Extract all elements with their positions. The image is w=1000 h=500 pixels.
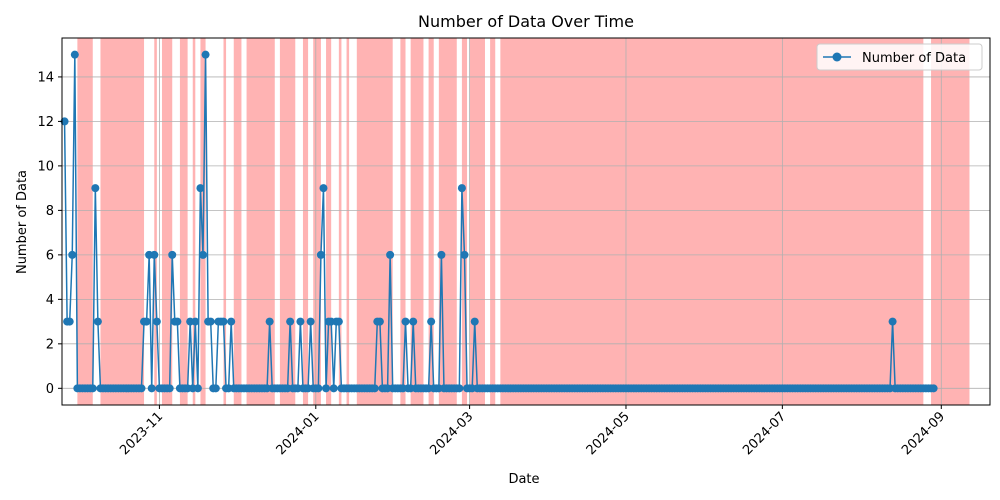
data-point <box>375 317 384 326</box>
data-point <box>322 384 331 393</box>
plot-frame <box>61 37 991 406</box>
shaded-range <box>313 38 321 405</box>
data-point <box>193 384 202 393</box>
data-point <box>137 384 146 393</box>
data-point <box>888 317 897 326</box>
data-point <box>150 250 159 259</box>
data-point <box>427 317 436 326</box>
data-point <box>196 184 205 193</box>
data-point <box>68 250 77 259</box>
data-point <box>173 317 182 326</box>
data-point <box>142 317 151 326</box>
shaded-range <box>326 38 332 405</box>
data-point <box>409 317 418 326</box>
y-tick-label: 12 <box>37 115 54 130</box>
y-tick-label: 4 <box>46 293 54 308</box>
data-point <box>191 317 200 326</box>
y-tick-label: 8 <box>46 204 54 219</box>
legend-box <box>816 43 983 71</box>
data-point <box>306 317 315 326</box>
data-point <box>93 317 102 326</box>
shaded-range <box>428 38 434 405</box>
shaded-range <box>356 38 393 405</box>
data-point <box>314 384 323 393</box>
shaded-range <box>338 38 342 405</box>
chart-title: Number of Data Over Time <box>418 12 634 31</box>
shaded-range <box>77 38 93 405</box>
x-axis-label: Date <box>508 472 539 487</box>
y-tick-label: 0 <box>46 382 54 397</box>
shaded-range <box>410 38 424 405</box>
data-point <box>296 317 305 326</box>
shaded-range <box>461 38 468 405</box>
data-point <box>198 250 207 259</box>
shaded-range <box>192 38 196 405</box>
shaded-range <box>223 38 227 405</box>
data-point <box>211 384 220 393</box>
shaded-range <box>279 38 296 405</box>
legend-label: Number of Data <box>862 51 966 66</box>
shaded-range <box>931 38 970 405</box>
data-point <box>470 317 479 326</box>
shaded-range <box>154 38 157 405</box>
shaded-range <box>500 38 924 405</box>
legend: Number of Data <box>816 43 983 71</box>
data-point <box>227 317 236 326</box>
data-point <box>316 250 325 259</box>
data-point <box>286 317 295 326</box>
y-tick-label: 14 <box>37 70 54 85</box>
data-point <box>168 250 177 259</box>
data-point <box>401 317 410 326</box>
data-point <box>70 50 79 59</box>
shaded-range <box>161 38 173 405</box>
data-point <box>929 384 938 393</box>
data-point <box>165 384 174 393</box>
data-point <box>334 317 343 326</box>
shaded-range <box>490 38 496 405</box>
shaded-range <box>346 38 350 405</box>
shaded-range <box>400 38 406 405</box>
data-point <box>201 50 210 59</box>
y-tick-label: 2 <box>46 337 54 352</box>
data-point <box>437 250 446 259</box>
y-axis-label: Number of Data <box>15 170 30 274</box>
data-point <box>370 384 379 393</box>
y-tick-label: 10 <box>37 159 54 174</box>
data-point <box>65 317 74 326</box>
shaded-range <box>438 38 457 405</box>
data-point <box>455 384 464 393</box>
shaded-range <box>469 38 485 405</box>
shaded-range <box>302 38 309 405</box>
y-axis-ticks: 0 2 4 6 8 10 12 14 <box>37 70 62 397</box>
data-point <box>329 384 338 393</box>
data-point <box>60 117 69 126</box>
data-point <box>386 250 395 259</box>
series-number-of-data <box>60 50 938 393</box>
data-point <box>152 317 161 326</box>
data-point <box>88 384 97 393</box>
data-point <box>319 184 328 193</box>
shaded-range <box>100 38 145 405</box>
shaded-range <box>233 38 242 405</box>
legend-marker-swatch <box>832 52 842 62</box>
shaded-range <box>179 38 188 405</box>
data-point <box>147 384 156 393</box>
data-point <box>91 184 100 193</box>
data-point <box>265 317 274 326</box>
data-point <box>219 317 228 326</box>
data-point <box>457 184 466 193</box>
y-tick-label: 6 <box>46 248 54 263</box>
data-point <box>460 250 469 259</box>
data-point <box>206 317 215 326</box>
